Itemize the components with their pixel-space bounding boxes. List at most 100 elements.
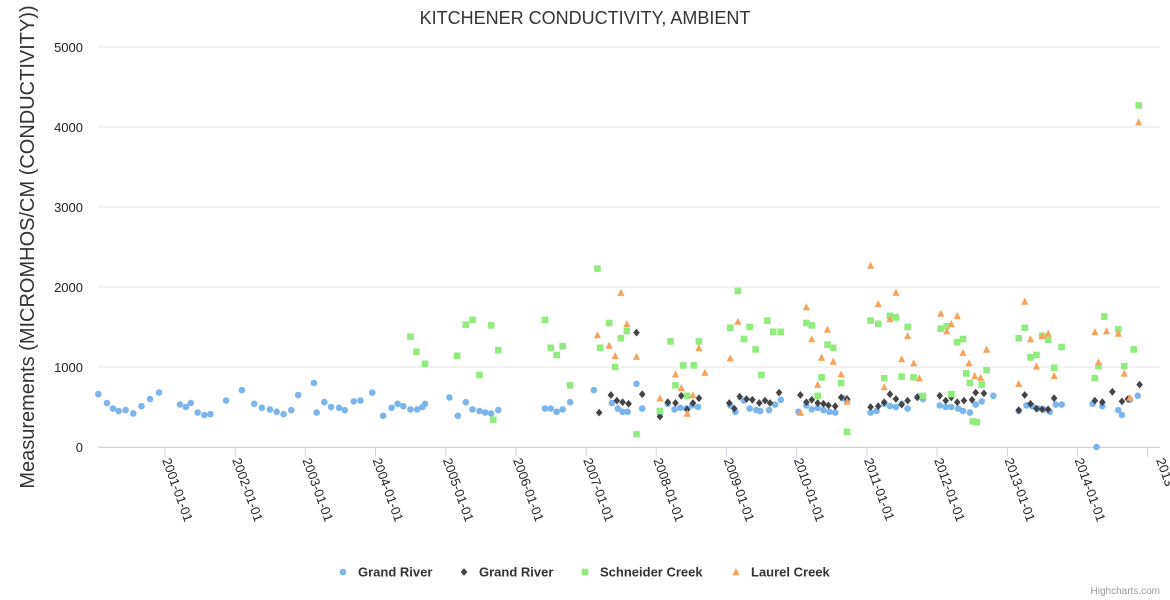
data-point[interactable] <box>837 393 845 402</box>
data-point[interactable] <box>617 288 625 296</box>
data-point[interactable] <box>413 406 421 413</box>
data-point[interactable] <box>138 402 145 410</box>
legend-item[interactable]: Grand River <box>339 565 433 580</box>
data-point[interactable] <box>605 319 613 327</box>
data-point[interactable] <box>695 344 703 352</box>
data-point[interactable] <box>892 395 900 403</box>
data-point[interactable] <box>327 403 335 411</box>
data-point[interactable] <box>977 373 985 381</box>
data-point[interactable] <box>913 393 921 402</box>
data-point[interactable] <box>462 398 470 406</box>
data-point[interactable] <box>749 395 756 404</box>
data-point[interactable] <box>1038 405 1046 414</box>
data-point[interactable] <box>880 398 888 407</box>
data-point[interactable] <box>701 368 709 376</box>
data-point[interactable] <box>886 390 894 399</box>
data-point[interactable] <box>487 322 495 329</box>
data-point[interactable] <box>1091 374 1099 382</box>
data-point[interactable] <box>972 401 979 408</box>
data-point[interactable] <box>624 408 631 416</box>
data-point[interactable] <box>1027 399 1034 408</box>
data-point[interactable] <box>368 389 376 396</box>
data-point[interactable] <box>596 344 604 352</box>
data-point[interactable] <box>973 418 980 426</box>
data-point[interactable] <box>820 399 827 408</box>
data-point[interactable] <box>679 362 687 369</box>
data-point[interactable] <box>730 404 738 413</box>
data-point[interactable] <box>1044 405 1052 414</box>
data-point[interactable] <box>689 391 697 399</box>
data-point[interactable] <box>1015 406 1023 415</box>
data-point[interactable] <box>590 386 598 394</box>
data-point[interactable] <box>321 398 328 406</box>
data-point[interactable] <box>898 373 905 380</box>
data-point[interactable] <box>547 405 555 412</box>
data-point[interactable] <box>656 394 664 402</box>
data-point[interactable] <box>734 317 742 325</box>
data-point[interactable] <box>671 370 680 378</box>
data-point[interactable] <box>746 405 753 412</box>
data-point[interactable] <box>694 403 702 411</box>
data-point[interactable] <box>953 312 961 320</box>
data-point[interactable] <box>910 359 918 367</box>
data-point[interactable] <box>823 325 832 333</box>
data-point[interactable] <box>966 409 974 416</box>
data-point[interactable] <box>541 405 549 412</box>
data-point[interactable] <box>413 348 420 356</box>
credits-link[interactable]: Highcharts.com <box>1091 586 1160 597</box>
data-point[interactable] <box>454 412 462 420</box>
data-point[interactable] <box>1114 326 1122 333</box>
data-point[interactable] <box>874 300 882 308</box>
data-point[interactable] <box>335 404 343 412</box>
data-point[interactable] <box>287 406 295 414</box>
data-point[interactable] <box>633 380 640 388</box>
data-point[interactable] <box>959 335 967 343</box>
data-point[interactable] <box>238 386 246 394</box>
data-point[interactable] <box>201 411 208 419</box>
data-point[interactable] <box>775 388 783 397</box>
data-point[interactable] <box>752 346 759 353</box>
data-point[interactable] <box>664 398 672 407</box>
data-point[interactable] <box>566 398 574 406</box>
data-point[interactable] <box>1130 346 1137 353</box>
data-point[interactable] <box>1021 391 1028 399</box>
data-point[interactable] <box>777 396 785 404</box>
data-point[interactable] <box>494 406 502 414</box>
data-point[interactable] <box>765 406 773 414</box>
data-point[interactable] <box>633 430 640 438</box>
data-point[interactable] <box>725 399 733 407</box>
data-point[interactable] <box>1021 324 1028 332</box>
data-point[interactable] <box>824 341 831 348</box>
data-point[interactable] <box>726 324 734 332</box>
data-point[interactable] <box>407 406 414 413</box>
data-point[interactable] <box>829 344 837 352</box>
data-point[interactable] <box>553 408 560 416</box>
data-point[interactable] <box>892 288 900 296</box>
data-point[interactable] <box>829 357 837 365</box>
data-point[interactable] <box>1118 397 1126 406</box>
data-point[interactable] <box>547 344 555 352</box>
data-point[interactable] <box>619 398 626 407</box>
data-point[interactable] <box>826 408 833 416</box>
data-point[interactable] <box>962 370 970 377</box>
data-point[interactable] <box>919 392 927 400</box>
data-point[interactable] <box>273 408 280 416</box>
data-point[interactable] <box>971 372 979 380</box>
data-point[interactable] <box>421 360 429 368</box>
data-point[interactable] <box>690 362 698 369</box>
data-point[interactable] <box>960 396 968 405</box>
data-point[interactable] <box>886 315 894 323</box>
data-point[interactable] <box>866 261 875 269</box>
data-point[interactable] <box>115 407 122 415</box>
data-point[interactable] <box>867 317 874 324</box>
data-point[interactable] <box>607 391 615 399</box>
data-point[interactable] <box>400 402 407 410</box>
data-point[interactable] <box>959 407 967 415</box>
data-point[interactable] <box>814 404 822 412</box>
data-point[interactable] <box>867 409 874 416</box>
data-point[interactable] <box>983 366 990 374</box>
data-point[interactable] <box>487 410 495 417</box>
data-point[interactable] <box>122 406 129 414</box>
data-point[interactable] <box>313 409 320 416</box>
data-point[interactable] <box>831 402 839 411</box>
